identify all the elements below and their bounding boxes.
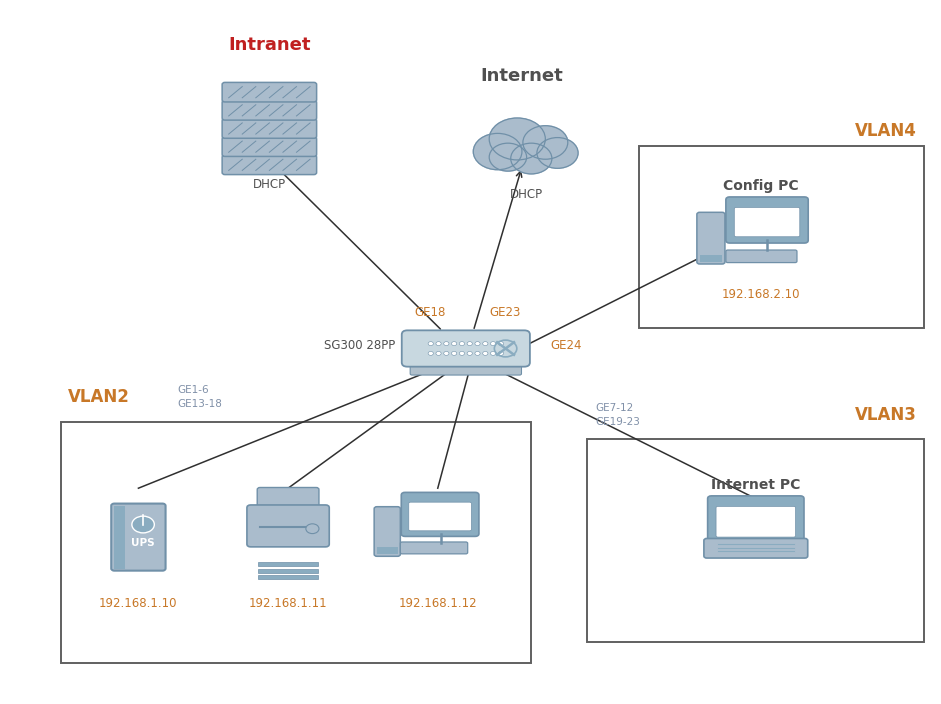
Circle shape: [511, 143, 551, 174]
Text: GE18: GE18: [415, 306, 446, 319]
Circle shape: [459, 341, 465, 346]
FancyBboxPatch shape: [258, 574, 318, 579]
Circle shape: [537, 137, 578, 168]
Circle shape: [483, 341, 488, 346]
Bar: [377, 548, 397, 554]
Circle shape: [490, 341, 496, 346]
Circle shape: [499, 341, 503, 346]
Circle shape: [467, 351, 472, 356]
FancyBboxPatch shape: [222, 137, 316, 156]
Text: VLAN2: VLAN2: [69, 389, 130, 406]
Bar: [639, 146, 924, 327]
Bar: [114, 505, 125, 569]
Text: 192.168.1.10: 192.168.1.10: [99, 597, 178, 610]
FancyBboxPatch shape: [400, 542, 468, 554]
Circle shape: [489, 118, 546, 160]
Circle shape: [490, 351, 496, 356]
Text: Internet PC: Internet PC: [711, 478, 801, 491]
Text: 192.168.1.12: 192.168.1.12: [398, 597, 477, 610]
Circle shape: [499, 351, 503, 356]
FancyBboxPatch shape: [410, 361, 521, 375]
Bar: [61, 422, 532, 662]
Circle shape: [483, 351, 488, 356]
FancyBboxPatch shape: [697, 213, 725, 264]
Circle shape: [306, 524, 319, 534]
Text: GE1-6
GE13-18: GE1-6 GE13-18: [178, 385, 223, 410]
Text: SG300 28PP: SG300 28PP: [325, 339, 395, 352]
FancyBboxPatch shape: [257, 487, 319, 511]
FancyBboxPatch shape: [726, 250, 797, 263]
Circle shape: [475, 351, 480, 356]
FancyBboxPatch shape: [258, 562, 318, 567]
Circle shape: [132, 516, 154, 533]
FancyBboxPatch shape: [222, 119, 316, 138]
Bar: [486, 156, 557, 167]
FancyBboxPatch shape: [704, 539, 807, 558]
Circle shape: [475, 341, 480, 346]
Text: Config PC: Config PC: [723, 179, 798, 193]
FancyBboxPatch shape: [222, 155, 316, 175]
Text: Intranet: Intranet: [228, 36, 311, 54]
FancyBboxPatch shape: [258, 569, 318, 573]
FancyBboxPatch shape: [402, 330, 530, 367]
Circle shape: [428, 341, 434, 346]
Text: 192.168.2.10: 192.168.2.10: [721, 287, 800, 301]
FancyBboxPatch shape: [716, 506, 795, 537]
Bar: [587, 439, 924, 642]
FancyBboxPatch shape: [111, 503, 166, 571]
Text: GE24: GE24: [550, 339, 582, 351]
Circle shape: [459, 351, 465, 356]
FancyBboxPatch shape: [247, 505, 329, 547]
Circle shape: [473, 133, 522, 170]
Text: VLAN4: VLAN4: [854, 122, 917, 139]
FancyBboxPatch shape: [708, 496, 804, 543]
FancyBboxPatch shape: [222, 82, 316, 102]
Text: 192.168.1.11: 192.168.1.11: [248, 597, 327, 610]
Text: Internet: Internet: [481, 67, 564, 85]
Circle shape: [523, 126, 567, 159]
FancyBboxPatch shape: [401, 492, 479, 536]
FancyBboxPatch shape: [408, 502, 471, 531]
FancyBboxPatch shape: [222, 101, 316, 120]
Circle shape: [444, 351, 449, 356]
Circle shape: [489, 143, 527, 171]
Text: DHCP: DHCP: [253, 178, 286, 191]
Circle shape: [467, 341, 472, 346]
Text: VLAN3: VLAN3: [854, 406, 917, 424]
FancyBboxPatch shape: [375, 507, 400, 556]
Bar: [700, 255, 722, 262]
Circle shape: [428, 351, 434, 356]
Text: GE7-12
GE19-23: GE7-12 GE19-23: [595, 403, 640, 427]
FancyBboxPatch shape: [726, 197, 808, 243]
Text: GE23: GE23: [489, 306, 520, 319]
Circle shape: [452, 341, 456, 346]
Text: UPS: UPS: [132, 538, 155, 548]
Circle shape: [436, 351, 441, 356]
Circle shape: [444, 341, 449, 346]
Circle shape: [436, 341, 441, 346]
FancyBboxPatch shape: [734, 208, 800, 237]
Circle shape: [452, 351, 456, 356]
Text: DHCP: DHCP: [510, 189, 543, 201]
